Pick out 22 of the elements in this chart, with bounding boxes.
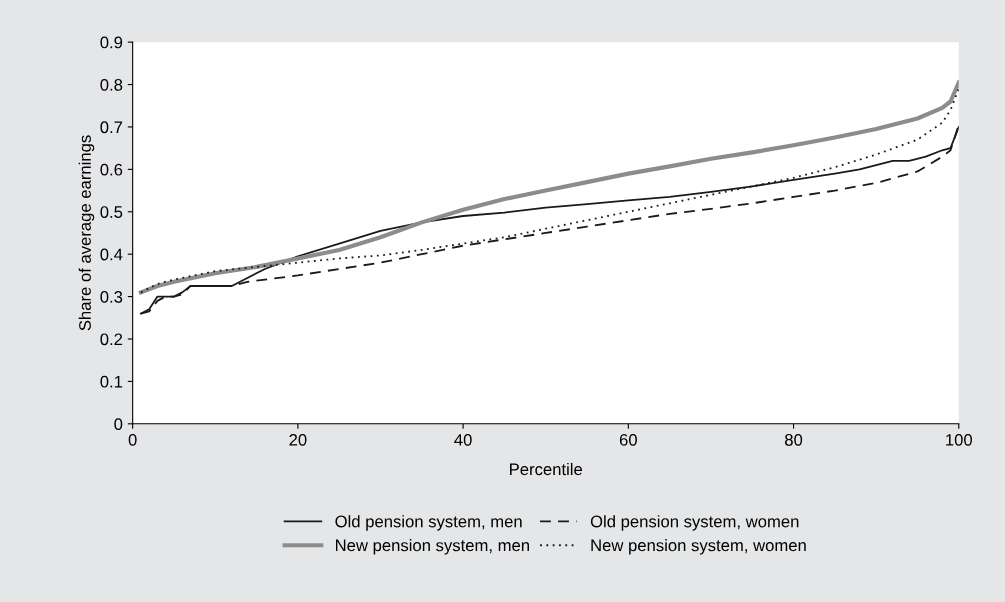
- y-tick-label: 0.1: [100, 375, 123, 388]
- y-axis-title: Share of average earnings: [78, 135, 95, 331]
- y-tick-label: 0.9: [100, 36, 123, 49]
- x-tick-label: 20: [289, 433, 307, 446]
- y-tick-label: 0.4: [100, 248, 123, 261]
- y-tick-label: 0.5: [100, 206, 123, 218]
- y-tick-label: 0.8: [100, 78, 123, 91]
- y-tick-label: 0.6: [100, 163, 123, 176]
- legend-label: Old pension system, men: [335, 515, 522, 531]
- legend-label: New pension system, women: [591, 539, 806, 555]
- x-tick-label: 40: [454, 433, 472, 446]
- y-tick-label: 0: [114, 418, 123, 431]
- y-tick-label: 0.3: [100, 290, 123, 303]
- x-axis-title: Percentile: [510, 462, 583, 476]
- legend-label: Old pension system, women: [590, 515, 799, 531]
- x-tick-label: 60: [619, 433, 637, 446]
- x-tick-label: 80: [785, 433, 803, 446]
- legend-label: New pension system, men: [335, 539, 529, 555]
- x-tick-label: 0: [128, 433, 137, 446]
- y-tick-label: 0.2: [100, 333, 123, 346]
- y-tick-label: 0.7: [100, 121, 123, 134]
- x-tick-label: 100: [946, 433, 973, 446]
